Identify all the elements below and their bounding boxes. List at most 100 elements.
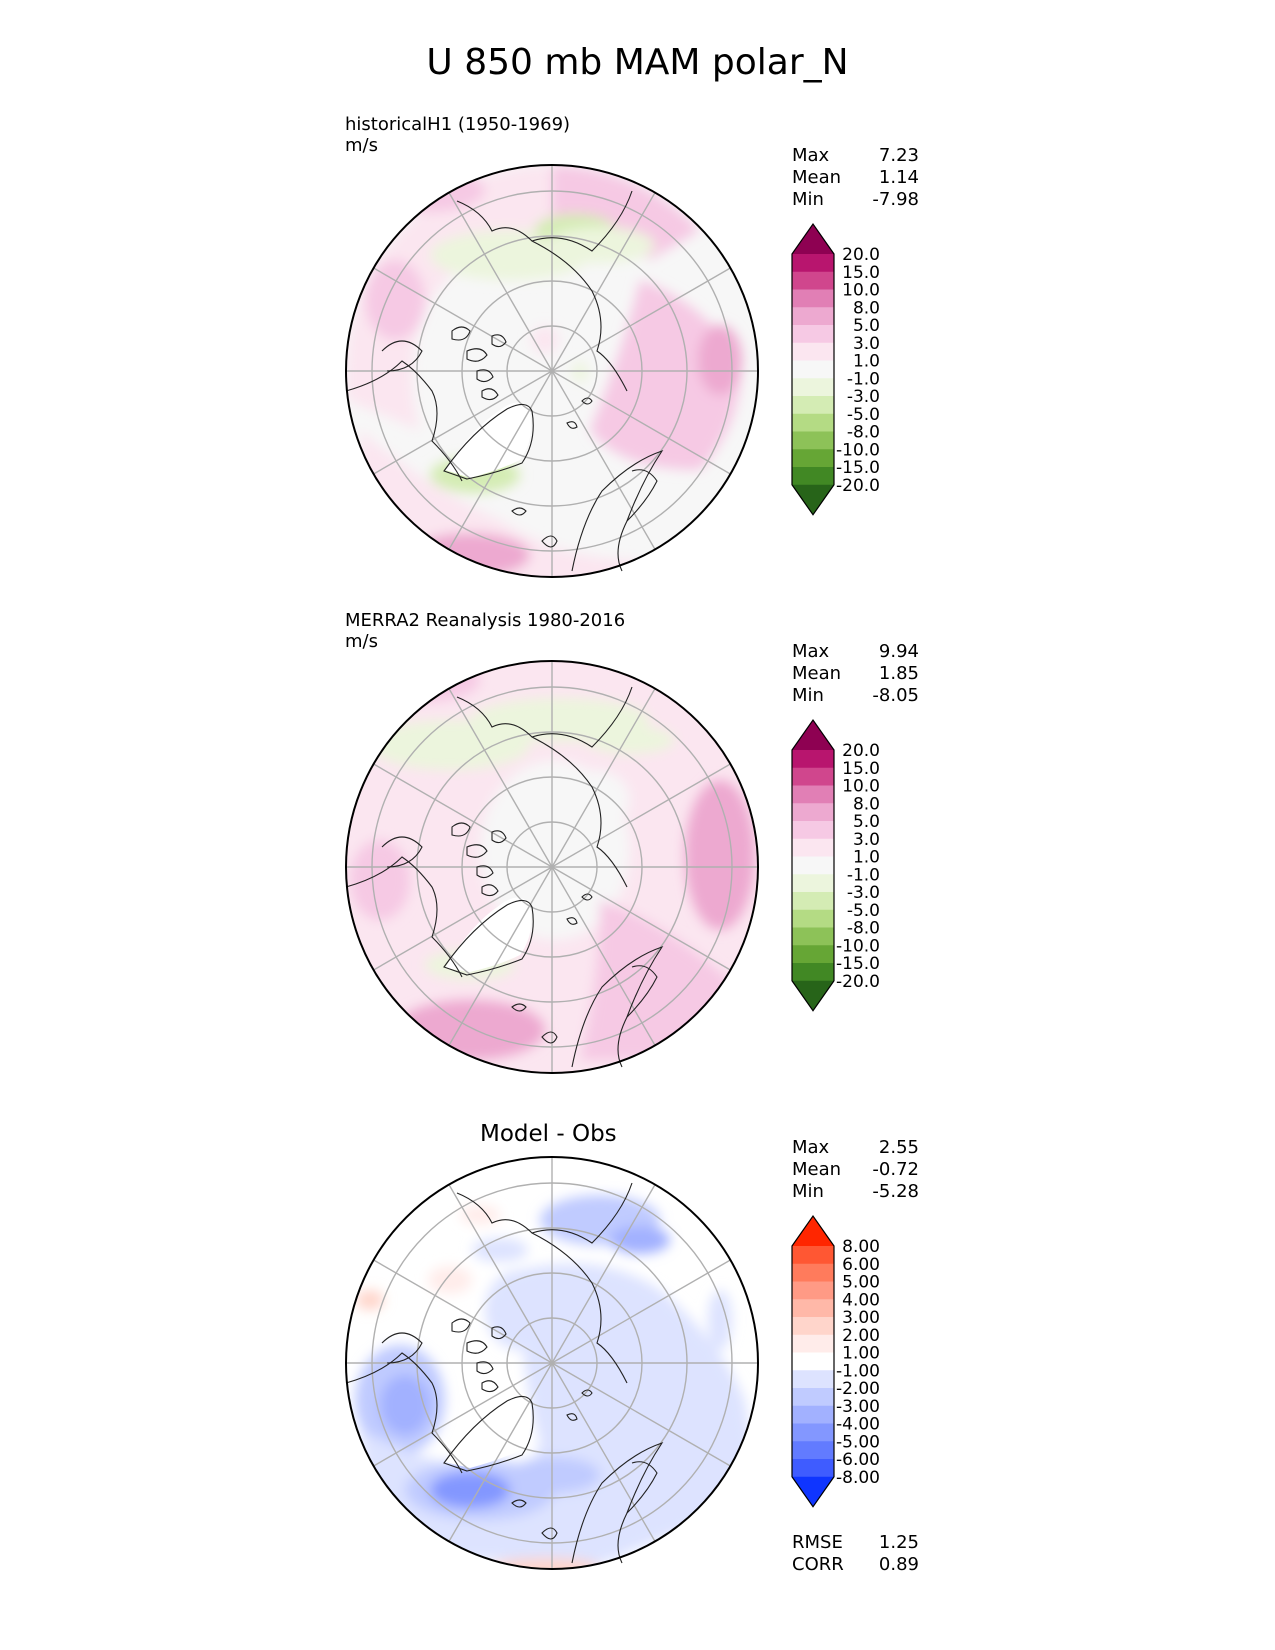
colorbar-outline	[791, 222, 835, 516]
colorbar-tick-label: 2.00	[842, 1326, 880, 1346]
colorbar-tick-label: 8.00	[842, 1237, 880, 1257]
colorbar-segment	[792, 1405, 834, 1424]
colorbar-segment	[792, 1441, 834, 1460]
colorbar-outline	[791, 1214, 835, 1508]
panel-3-min-value: -5.28	[872, 1181, 919, 1202]
meridian-line	[448, 1362, 553, 1542]
colorbar-2: 20.015.010.08.05.03.01.0-1.0-3.0-5.0-8.0…	[791, 718, 880, 1012]
panel-2-min-value: -8.05	[872, 685, 919, 706]
panel-3-corr-label: CORR	[792, 1554, 844, 1575]
coastline	[381, 836, 423, 868]
colorbar-segment	[792, 1370, 834, 1389]
colorbar-tick-label: -1.0	[847, 865, 880, 885]
colorbar-extend-min	[792, 980, 834, 1011]
colorbar-tick-label: 1.0	[853, 352, 880, 372]
colorbar-segment	[792, 1352, 834, 1371]
colorbar-tick-label: -15.0	[836, 458, 880, 478]
meridian-line	[373, 1259, 553, 1364]
colorbar-tick-label: -10.0	[836, 936, 880, 956]
colorbar-tick-label: 20.0	[842, 245, 880, 265]
meridian-line	[448, 866, 553, 1046]
colorbar-tick-label: -8.00	[836, 1468, 880, 1488]
colorbar-segment	[792, 1334, 834, 1353]
colorbar-tick-label: -5.0	[847, 901, 880, 921]
colorbar-segment	[792, 1317, 834, 1336]
meridian-line	[551, 1184, 656, 1364]
coastline	[531, 1232, 628, 1384]
colorbar-segment	[792, 1388, 834, 1407]
colorbar-tick-label: -20.0	[836, 476, 880, 496]
panel-3-max-value: 2.55	[878, 1137, 919, 1158]
colorbar-segment	[792, 360, 834, 379]
colorbar-tick-label: -3.0	[847, 883, 880, 903]
colorbar-extend-max	[792, 224, 834, 254]
coastline	[443, 403, 534, 480]
colorbar-segment	[792, 325, 834, 344]
colorbar-segment	[792, 449, 834, 468]
meridian-line	[551, 370, 731, 475]
colorbar-segment	[792, 874, 834, 893]
panel-1-min-label: Min	[792, 189, 824, 210]
colorbar-tick-label: 20.0	[842, 741, 880, 761]
colorbar-segment	[792, 271, 834, 290]
panel-2-max-label: Max	[792, 641, 830, 662]
colorbar-extend-min	[792, 1476, 834, 1507]
coastline	[511, 507, 558, 548]
coastline	[626, 469, 658, 522]
colorbar-tick-label: -4.00	[836, 1415, 880, 1435]
map-2-border	[345, 660, 759, 1074]
colorbar-segment	[792, 1459, 834, 1478]
panel-3-mean-value: -0.72	[872, 1159, 919, 1180]
panel-3-max-label: Max	[792, 1137, 830, 1158]
coastline	[531, 736, 628, 888]
colorbar-segment	[792, 838, 834, 857]
coastline	[531, 240, 628, 392]
colorbar-tick-label: 4.00	[842, 1290, 880, 1310]
colorbar-tick-label: 15.0	[842, 759, 880, 779]
colorbar-tick-label: -1.00	[836, 1361, 880, 1381]
meridian-line	[448, 370, 553, 550]
meridian-line	[373, 1362, 553, 1467]
colorbar-tick-label: -5.00	[836, 1432, 880, 1452]
coastline	[345, 1352, 463, 1474]
colorbar-tick-label: -2.00	[836, 1379, 880, 1399]
colorbar-segment	[792, 892, 834, 911]
colorbar-segment	[792, 378, 834, 397]
coastline	[511, 1003, 558, 1044]
coastline	[566, 893, 593, 925]
colorbar-tick-label: 8.0	[853, 298, 880, 318]
coastline	[451, 326, 507, 401]
panel-3-rmse-label: RMSE	[792, 1532, 843, 1553]
meridian-line	[373, 267, 553, 372]
coastline	[443, 1395, 534, 1472]
colorbar-tick-label: 5.0	[853, 316, 880, 336]
panel-2-mean-label: Mean	[792, 663, 842, 684]
meridian-line	[448, 1184, 553, 1364]
map-1-greenland	[445, 402, 532, 478]
panel-2-title: MERRA2 Reanalysis 1980-2016	[345, 610, 626, 631]
colorbar-tick-label: 1.00	[842, 1344, 880, 1364]
colorbar-segment	[792, 396, 834, 415]
colorbar-tick-label: -1.0	[847, 369, 880, 389]
colorbar-segment	[792, 1423, 834, 1442]
colorbar-tick-label: 10.0	[842, 777, 880, 797]
colorbar-tick-label: 3.0	[853, 830, 880, 850]
map-2-greenland	[445, 897, 532, 972]
colorbar-extend-max	[792, 720, 834, 750]
colorbar-segment	[792, 963, 834, 982]
colorbar-segment	[792, 413, 834, 432]
panel-2-min-label: Min	[792, 685, 824, 706]
colorbar-segment	[792, 785, 834, 804]
map-1-border	[345, 164, 759, 578]
panel-1-title: historicalH1 (1950-1969)	[345, 114, 571, 135]
coastline	[443, 899, 534, 976]
meridian-line	[448, 688, 553, 868]
meridian-line	[551, 267, 731, 372]
coastline	[451, 1318, 507, 1393]
colorbar-segment	[792, 927, 834, 946]
colorbar-tick-label: 3.0	[853, 334, 880, 354]
panel-2-units: m/s	[345, 631, 378, 652]
colorbar-segment	[792, 467, 834, 486]
colorbar-tick-label: 5.00	[842, 1273, 880, 1293]
